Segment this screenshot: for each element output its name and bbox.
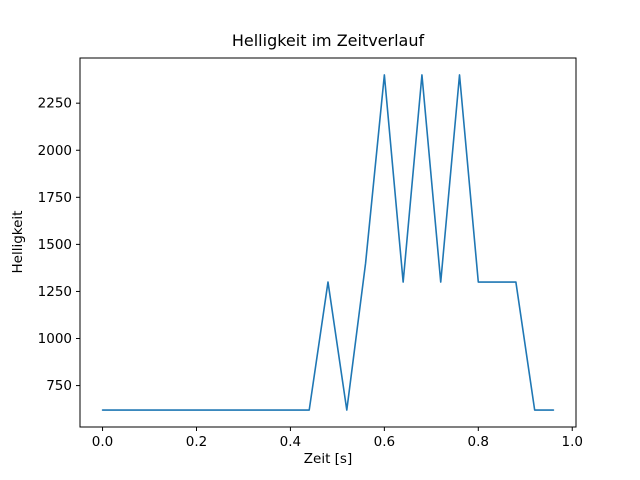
- x-tick-label: 0.0: [92, 434, 113, 450]
- x-axis-label: Zeit [s]: [304, 451, 352, 467]
- y-tick-label: 1500: [38, 237, 72, 253]
- y-tick-label: 2000: [38, 143, 72, 159]
- data-series-line: [101, 74, 555, 411]
- y-tick-label: 750: [46, 378, 72, 394]
- y-axis-label: Helligkeit: [10, 211, 26, 274]
- x-tick-label: 1.0: [562, 434, 583, 450]
- y-tick-label: 2250: [38, 96, 72, 112]
- x-tick-label: 0.6: [374, 434, 395, 450]
- axes-spines: [79, 57, 577, 428]
- x-tick-label: 0.2: [186, 434, 207, 450]
- y-tick-label: 1750: [38, 190, 72, 206]
- x-tick-label: 0.8: [468, 434, 489, 450]
- plot-area: 0.0 0.2 0.4 0.6 0.8 1.0 750 1000 1250 1500 1750 200…: [38, 57, 583, 450]
- y-tick-label: 1000: [38, 331, 72, 347]
- x-tick-label: 0.4: [280, 434, 301, 450]
- y-tick-label: 1250: [38, 284, 72, 300]
- chart-title: Helligkeit im Zeitverlauf: [232, 31, 425, 50]
